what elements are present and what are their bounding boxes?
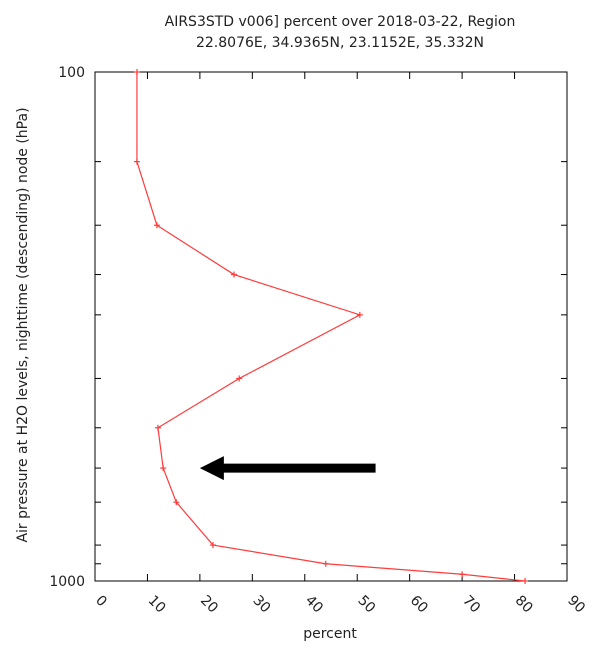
x-tick-label: 90 [564,593,588,617]
x-tick-label: 70 [459,593,483,617]
x-tick-label: 80 [512,593,536,617]
plot-frame [94,71,568,582]
x-tick-label: 30 [250,593,274,617]
x-tick-label: 0 [92,593,110,611]
chart-title-line-2: 22.8076E, 34.9365N, 23.1152E, 35.332N [196,35,484,51]
annotation-arrow-head [199,456,224,481]
x-tick-label: 50 [354,593,378,617]
plot-layer: 0 10 20 30 40 50 60 70 80 90 100 1000 [49,65,588,616]
series-line [136,72,526,582]
x-tick-label: 20 [197,593,221,617]
chart-title-line-1: AIRS3STD v006] percent over 2018-03-22, … [165,14,516,30]
x-tick-label: 60 [407,593,431,617]
y-axis-label: Air pressure at H2O levels, nighttime (d… [15,107,31,542]
x-axis-label: percent [303,626,357,642]
y-tick-label: 1000 [49,574,85,590]
y-tick-label: 100 [58,65,85,81]
x-tick-label: 10 [145,593,169,617]
x-tick-label: 40 [302,593,326,617]
